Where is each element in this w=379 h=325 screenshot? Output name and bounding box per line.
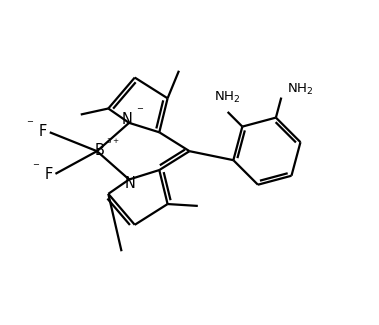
Text: N: N: [122, 111, 133, 126]
Text: NH$_2$: NH$_2$: [287, 82, 313, 97]
Text: $^{-}$: $^{-}$: [26, 118, 34, 131]
Text: F: F: [39, 124, 47, 139]
Text: N: N: [124, 176, 135, 191]
Text: $^{-}$: $^{-}$: [136, 105, 144, 118]
Text: B: B: [94, 143, 104, 158]
Text: $^{3+}$: $^{3+}$: [106, 138, 120, 148]
Text: $^{-}$: $^{-}$: [32, 161, 40, 174]
Text: NH$_2$: NH$_2$: [214, 90, 240, 105]
Text: F: F: [44, 167, 53, 182]
